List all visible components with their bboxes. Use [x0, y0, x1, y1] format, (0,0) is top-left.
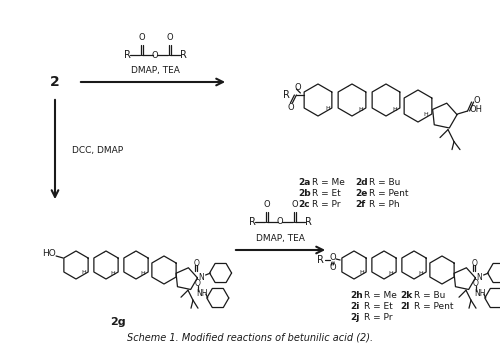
Text: H: H — [392, 107, 397, 112]
Text: .: . — [410, 245, 413, 255]
Text: N: N — [198, 272, 204, 281]
Text: 2d: 2d — [355, 178, 368, 187]
Text: R: R — [124, 50, 130, 60]
Text: O: O — [330, 262, 336, 271]
Text: R = Pr: R = Pr — [312, 200, 340, 209]
Text: R: R — [283, 90, 290, 100]
Text: 2l: 2l — [400, 302, 409, 311]
Text: 2j: 2j — [350, 313, 360, 322]
Text: DMAP, TEA: DMAP, TEA — [256, 234, 304, 243]
Text: O: O — [472, 259, 478, 268]
Text: O: O — [194, 259, 200, 268]
Text: N: N — [476, 272, 482, 281]
Text: O: O — [276, 218, 283, 227]
Text: .: . — [132, 245, 135, 255]
Text: H: H — [418, 271, 424, 276]
Text: O: O — [152, 51, 158, 59]
Text: R: R — [180, 50, 186, 60]
Text: H: H — [140, 271, 145, 276]
Text: R = Pent: R = Pent — [369, 189, 408, 198]
Text: .: . — [380, 79, 383, 89]
Text: O: O — [473, 279, 478, 288]
Text: H: H — [424, 111, 428, 117]
Text: O: O — [474, 95, 480, 104]
Text: O: O — [264, 200, 270, 209]
Text: NH: NH — [474, 289, 486, 298]
Text: 2b: 2b — [298, 189, 310, 198]
Text: H: H — [360, 270, 364, 275]
Text: 2a: 2a — [298, 178, 310, 187]
Text: R = Et: R = Et — [364, 302, 393, 311]
Text: R = Et: R = Et — [312, 189, 341, 198]
Text: .: . — [380, 245, 383, 255]
Text: 2h: 2h — [350, 291, 363, 300]
Text: R: R — [304, 217, 312, 227]
Text: O: O — [294, 83, 300, 92]
Text: R = Ph: R = Ph — [369, 200, 400, 209]
Text: O: O — [330, 254, 336, 262]
Text: O: O — [195, 279, 200, 288]
Text: O: O — [138, 33, 145, 42]
Text: Scheme 1. Modified reactions of betunilic acid (2).: Scheme 1. Modified reactions of betunili… — [127, 333, 373, 343]
Text: 2: 2 — [50, 75, 60, 89]
Text: R = Pr: R = Pr — [364, 313, 392, 322]
Text: 2k: 2k — [400, 291, 412, 300]
Text: 2f: 2f — [355, 200, 365, 209]
Text: H: H — [325, 105, 330, 110]
Text: H: H — [110, 271, 116, 276]
Text: OH: OH — [470, 104, 482, 113]
Text: H: H — [388, 271, 394, 276]
Text: R = Me: R = Me — [312, 178, 345, 187]
Text: R = Bu: R = Bu — [369, 178, 400, 187]
Text: R = Pent: R = Pent — [414, 302, 454, 311]
Text: HO: HO — [42, 249, 56, 259]
Text: O: O — [166, 33, 173, 42]
Text: DMAP, TEA: DMAP, TEA — [130, 66, 180, 75]
Text: DCC, DMAP: DCC, DMAP — [72, 145, 123, 154]
Text: NH: NH — [196, 289, 207, 298]
Text: R = Bu: R = Bu — [414, 291, 446, 300]
Text: O: O — [292, 200, 298, 209]
Text: H: H — [82, 270, 86, 275]
Text: .: . — [346, 79, 349, 89]
Text: R: R — [316, 255, 324, 265]
Text: R: R — [248, 217, 256, 227]
Text: 2i: 2i — [350, 302, 360, 311]
Text: R = Me: R = Me — [364, 291, 397, 300]
Text: 2c: 2c — [298, 200, 310, 209]
Text: .: . — [102, 245, 105, 255]
Text: H: H — [358, 107, 363, 112]
Text: O: O — [287, 102, 294, 111]
Text: 2e: 2e — [355, 189, 368, 198]
Text: 2g: 2g — [110, 317, 126, 327]
